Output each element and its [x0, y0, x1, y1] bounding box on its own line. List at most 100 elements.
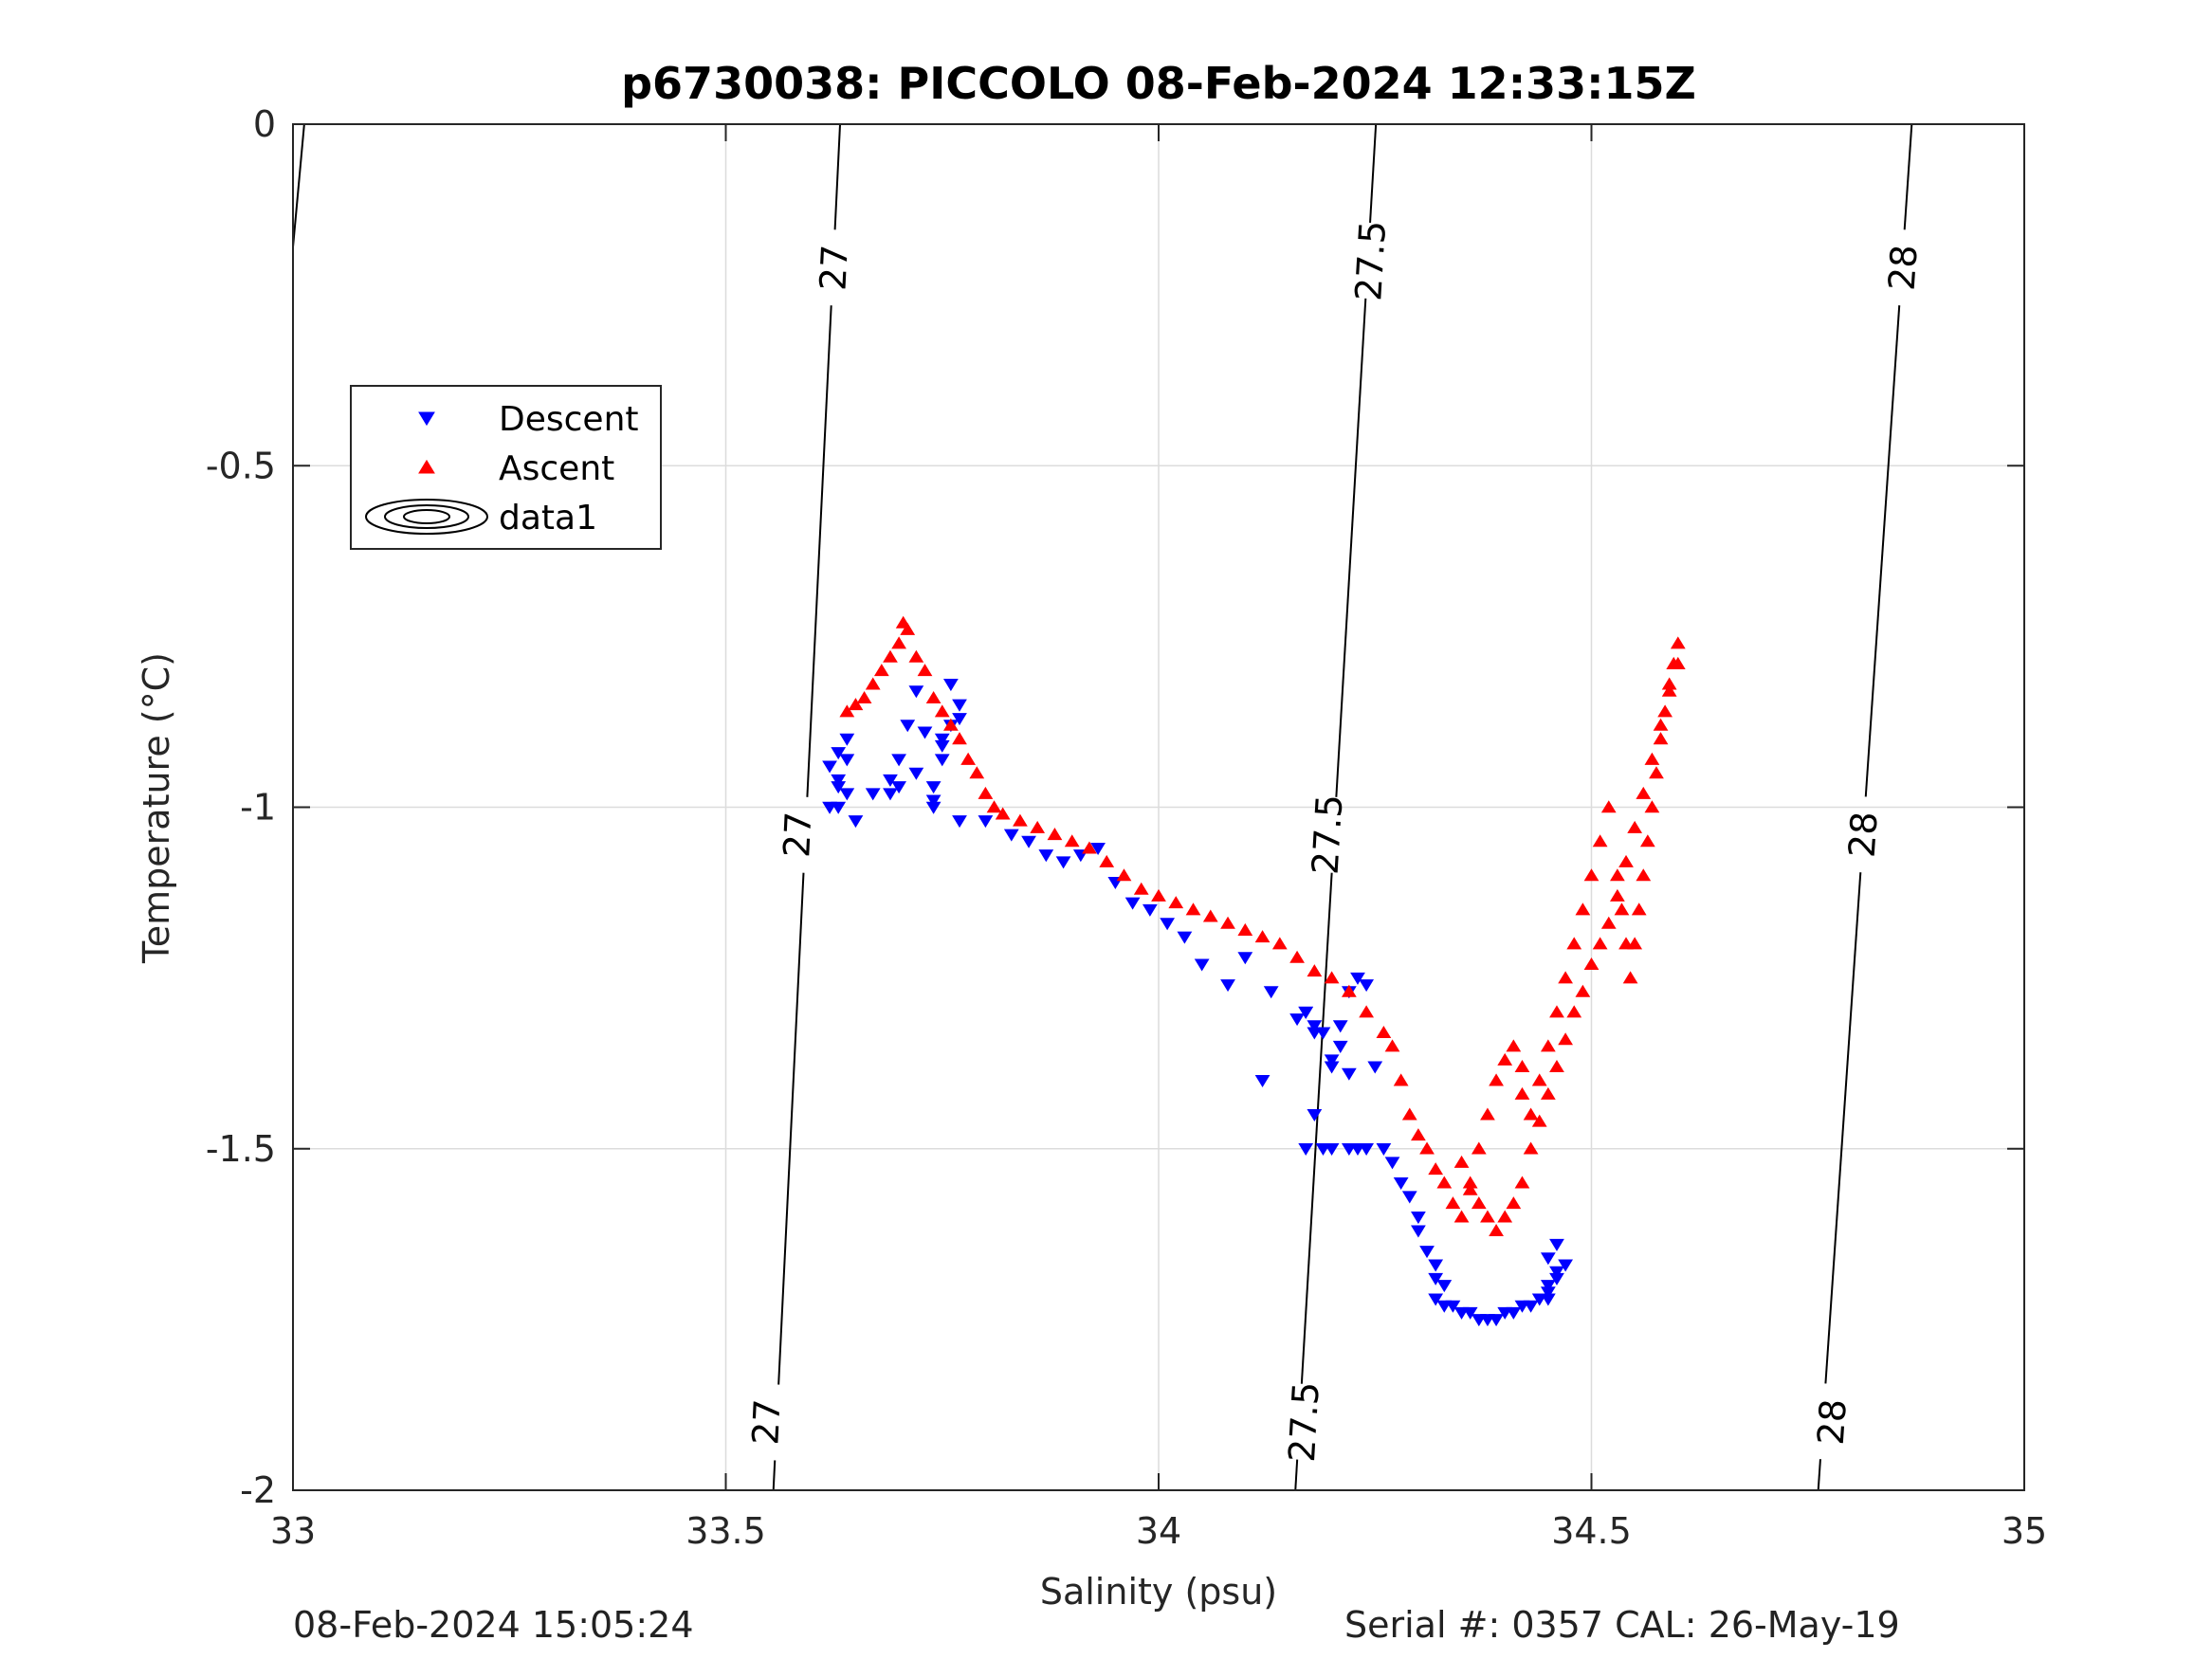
descent-point	[1263, 986, 1279, 999]
ascent-point	[952, 732, 967, 745]
x-tick-label: 33	[270, 1510, 316, 1552]
descent-point	[1177, 931, 1193, 944]
descent-point	[908, 685, 924, 699]
ascent-point	[995, 807, 1011, 820]
x-tick-label: 34	[1136, 1510, 1181, 1552]
legend-label: Ascent	[499, 449, 614, 488]
contour-label: 27.5	[1305, 793, 1351, 876]
contour-label: 27.5	[1281, 1380, 1327, 1463]
descent-point	[1367, 1061, 1383, 1074]
ascent-point	[1497, 1052, 1513, 1066]
ascent-point	[1523, 1107, 1539, 1121]
ascent-point	[1202, 909, 1218, 922]
ascent-point	[1411, 1128, 1426, 1141]
descent-point	[831, 774, 847, 787]
descent-point	[848, 815, 864, 829]
ascent-point	[1324, 971, 1340, 984]
descent-point	[1090, 842, 1106, 855]
descent-point	[1298, 1006, 1314, 1019]
contour-label: 28	[1810, 1397, 1855, 1446]
descent-point	[1142, 903, 1158, 917]
ascent-point	[1453, 1155, 1470, 1168]
descent-point	[917, 726, 933, 739]
legend-contour-icon	[384, 504, 469, 529]
ascent-point	[1506, 1196, 1522, 1210]
ascent-point	[1592, 937, 1608, 950]
ascent-point	[883, 649, 898, 663]
ascent-point	[1445, 1196, 1461, 1210]
x-tick-label: 35	[2002, 1510, 2047, 1552]
ascent-point	[1523, 1141, 1539, 1155]
descent-point	[839, 754, 855, 767]
ascent-point	[1653, 718, 1669, 731]
ascent-point	[1185, 902, 1201, 916]
descent-point	[865, 788, 881, 801]
ascent-point	[1583, 957, 1600, 970]
ascent-point	[1453, 1210, 1470, 1223]
ascent-point	[1047, 828, 1063, 841]
descent-point	[1341, 1067, 1357, 1081]
ascent-point	[1013, 813, 1028, 827]
grid-lines	[292, 123, 2025, 1491]
chart-title: p6730038: PICCOLO 08-Feb-2024 12:33:15Z	[621, 58, 1696, 109]
ascent-point	[1622, 971, 1638, 984]
legend-label: data1	[499, 499, 597, 538]
descent-point	[1350, 972, 1365, 985]
ascent-point	[1151, 888, 1166, 902]
descent-point	[1445, 1300, 1461, 1313]
contour-label: 27.5	[1347, 220, 1394, 302]
ascent-point	[1661, 684, 1677, 697]
descent-point	[925, 794, 941, 808]
descent-point	[1419, 1246, 1435, 1259]
descent-point	[1324, 1143, 1340, 1157]
legend-box	[350, 385, 662, 550]
y-tick-label: -0.5	[206, 445, 276, 486]
ascent-point	[1610, 888, 1625, 902]
descent-point	[900, 720, 916, 733]
ascent-point	[1497, 1210, 1513, 1223]
descent-point	[934, 739, 950, 753]
ascent-point	[1237, 922, 1253, 936]
contour-line-27.5	[1335, 298, 1367, 797]
contour-label: 27	[744, 1398, 788, 1446]
descent-point	[1307, 1020, 1323, 1033]
descent-point	[952, 699, 967, 712]
descent-point	[952, 713, 967, 726]
descent-point	[1298, 1143, 1314, 1157]
contour-label: 28	[1841, 811, 1886, 859]
contour-line-28	[1817, 1459, 1821, 1491]
ascent-point	[1575, 984, 1591, 997]
ascent-point	[1670, 656, 1686, 669]
contour-line-28	[1903, 123, 1913, 230]
ascent-point	[1636, 786, 1652, 799]
ascent-point	[908, 649, 924, 663]
descent-point	[1540, 1286, 1556, 1300]
descent-point	[1436, 1280, 1453, 1293]
isopycnal-contours: 27 27 27 27.5 27.5 27.5 28 28 28	[292, 123, 1926, 1491]
legend-contour-icon	[365, 499, 488, 535]
descent-point	[1549, 1266, 1564, 1279]
descent-point	[1558, 1259, 1573, 1272]
ascent-point	[1575, 902, 1591, 916]
contour-line-27	[772, 1460, 777, 1491]
ascent-point	[1471, 1196, 1487, 1210]
descent-point	[934, 733, 950, 746]
ascent-point	[1631, 902, 1647, 916]
ascent-point	[1600, 916, 1617, 929]
descent-point	[934, 754, 950, 767]
ascent-point	[1549, 1005, 1564, 1018]
descent-point	[1376, 1143, 1392, 1157]
ascent-point	[1653, 732, 1669, 745]
ascent-point	[1462, 1182, 1478, 1195]
ascent-point	[1514, 1086, 1530, 1100]
ascent-point	[848, 698, 864, 711]
contour-line-27	[777, 872, 805, 1385]
descent-point	[1359, 979, 1375, 993]
ascent-point	[1566, 937, 1582, 950]
descent-point	[1462, 1306, 1478, 1320]
ascent-point	[986, 800, 1002, 813]
ascent-point	[1540, 1039, 1556, 1052]
y-tick-label: -2	[240, 1469, 276, 1511]
ascent-point	[1401, 1107, 1417, 1121]
